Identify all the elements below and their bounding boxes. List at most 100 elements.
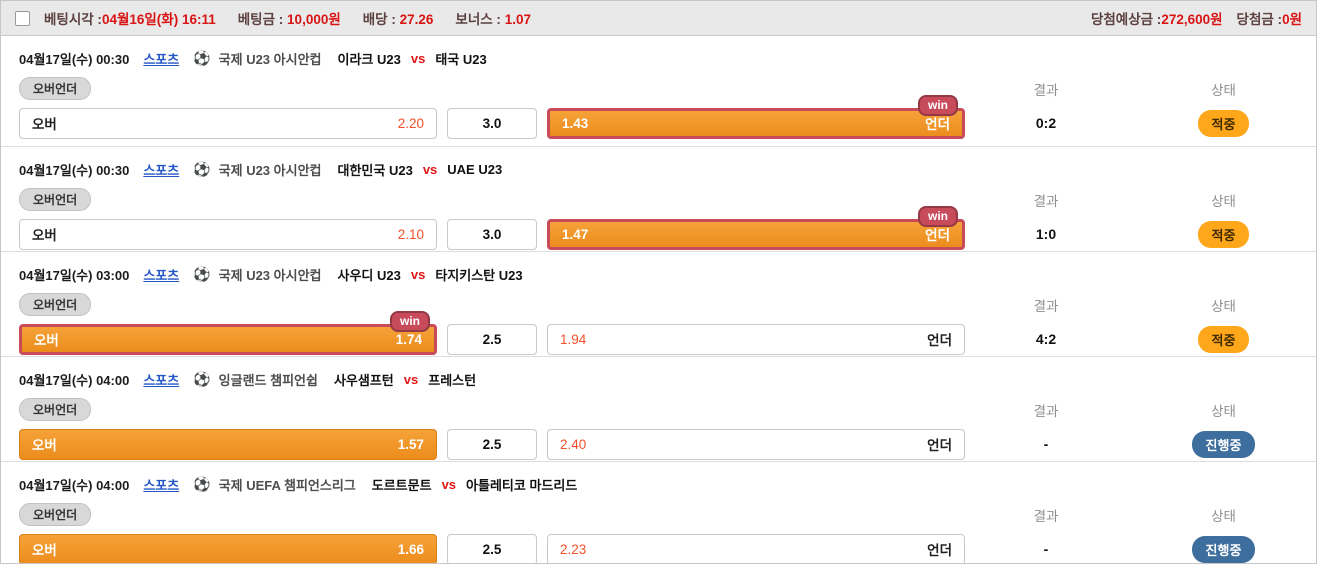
win-badge: win: [918, 94, 958, 116]
match-row: 04월17일(수) 00:30 스포츠 ⚽ 국제 U23 아시안컵 대한민국 U…: [1, 147, 1316, 252]
under-option-button[interactable]: 1.43 언더 win: [547, 94, 965, 139]
status-column-header: 상태: [1211, 509, 1236, 524]
sports-link[interactable]: 스포츠: [143, 478, 180, 493]
line-value: 2.5: [482, 331, 502, 347]
over-odds-value: 1.57: [397, 436, 424, 452]
market-type-tag: 오버언더: [19, 503, 92, 526]
under-option-button[interactable]: 1.94 언더 win: [547, 323, 965, 355]
under-odds-value: 1.94: [560, 331, 587, 347]
over-odds-value: 1.74: [395, 331, 422, 347]
under-option-button[interactable]: 2.23 언더 win: [547, 533, 965, 563]
result-column-header: 결과: [1033, 509, 1059, 524]
status-cell: 적중: [1151, 325, 1296, 353]
total-odds: 배당 : 27.26: [363, 8, 434, 28]
line-value-box[interactable]: 2.5: [447, 323, 537, 355]
under-option-button[interactable]: 1.47 언더 win: [547, 205, 965, 250]
bet-time-value: 04월16일(화) 16:11: [101, 12, 216, 27]
match-result-score: -: [1043, 541, 1049, 557]
bet-options-line: 오버 1.74 win 2.5 1.94 언더 win 4:2 적중: [19, 310, 1316, 355]
line-value-box[interactable]: 2.5: [447, 428, 537, 460]
row-subheader: 오버언더 결과 상태: [1, 188, 1316, 211]
prize-label: 당첨금 :: [1236, 12, 1283, 27]
status-badge: 진행중: [1191, 535, 1256, 563]
expected-prize: 당첨예상금 :272,600원: [1091, 8, 1223, 28]
status-cell: 진행중: [1151, 430, 1296, 458]
row-subheader: 오버언더 결과 상태: [1, 398, 1316, 421]
soccer-ball-icon: ⚽: [193, 161, 211, 177]
prize: 당첨금 :0원: [1237, 8, 1302, 28]
line-value-box[interactable]: 3.0: [447, 218, 537, 250]
away-team: 프레스턴: [428, 373, 477, 388]
win-badge: win: [918, 205, 958, 227]
over-option-label: 오버: [32, 438, 57, 453]
expected-prize-label: 당첨예상금 :: [1090, 12, 1162, 27]
sports-link[interactable]: 스포츠: [143, 52, 180, 67]
bet-time: 베팅시각 :04월16일(화) 16:11: [44, 8, 216, 28]
soccer-ball-icon: ⚽: [193, 371, 211, 387]
market-type-tag: 오버언더: [19, 188, 92, 211]
over-option-button[interactable]: 오버 1.74 win: [19, 310, 437, 355]
soccer-ball-icon: ⚽: [193, 266, 211, 282]
sports-link[interactable]: 스포츠: [143, 268, 180, 283]
result-column-header: 결과: [1033, 194, 1059, 209]
win-badge: win: [390, 310, 430, 332]
sports-link[interactable]: 스포츠: [143, 163, 180, 178]
vs-label: vs: [403, 372, 419, 387]
bet-options-line: 오버 1.57 win 2.5 2.40 언더 win - 진행중: [19, 428, 1316, 460]
line-value: 3.0: [482, 115, 502, 131]
status-badge: 적중: [1197, 220, 1250, 248]
status-cell: 적중: [1151, 109, 1296, 137]
market-type-tag: 오버언더: [19, 293, 92, 316]
home-team: 대한민국 U23: [337, 163, 413, 178]
over-option-button[interactable]: 오버 1.66 win: [19, 533, 437, 563]
status-badge: 적중: [1197, 325, 1250, 353]
away-team: UAE U23: [447, 162, 503, 177]
under-option-label: 언더: [927, 543, 952, 558]
under-option-label: 언더: [925, 117, 950, 132]
total-odds-label: 배당 :: [362, 12, 396, 27]
market-type-tag: 오버언더: [19, 398, 92, 421]
sports-link[interactable]: 스포츠: [143, 373, 180, 388]
over-option-button[interactable]: 오버 1.57 win: [19, 428, 437, 460]
under-option-label: 언더: [927, 438, 952, 453]
under-option-label: 언더: [927, 333, 952, 348]
match-list: 04월17일(수) 00:30 스포츠 ⚽ 국제 U23 아시안컵 이라크 U2…: [1, 36, 1316, 563]
bonus: 보너스 : 1.07: [455, 8, 531, 28]
match-datetime: 04월17일(수) 00:30: [19, 163, 130, 178]
over-option-button[interactable]: 오버 2.20 win: [19, 107, 437, 139]
bet-time-label: 베팅시각 :: [44, 12, 102, 27]
select-bet-checkbox[interactable]: [15, 10, 30, 26]
over-odds-value: 2.10: [397, 226, 424, 242]
vs-label: vs: [410, 51, 426, 66]
match-header: 04월17일(수) 04:00 스포츠 ⚽ 잉글랜드 챔피언쉽 사우샘프턴 vs…: [1, 357, 1316, 389]
match-result-score: 0:2: [1035, 115, 1057, 131]
line-value: 2.5: [482, 541, 502, 557]
result-column-header: 결과: [1033, 404, 1059, 419]
league-name: 국제 U23 아시안컵: [218, 163, 322, 178]
over-option-label: 오버: [32, 543, 57, 558]
under-option-label: 언더: [925, 228, 950, 243]
vs-label: vs: [441, 477, 457, 492]
result-column-header: 결과: [1033, 299, 1059, 314]
bet-amount-value: 10,000원: [287, 12, 341, 27]
over-odds-value: 1.66: [397, 541, 424, 557]
match-datetime: 04월17일(수) 04:00: [19, 478, 130, 493]
under-option-button[interactable]: 2.40 언더 win: [547, 428, 965, 460]
under-odds-value: 2.23: [560, 541, 587, 557]
line-value: 3.0: [482, 226, 502, 242]
over-option-button[interactable]: 오버 2.10 win: [19, 218, 437, 250]
match-row: 04월17일(수) 04:00 스포츠 ⚽ 잉글랜드 챔피언쉽 사우샘프턴 vs…: [1, 357, 1316, 462]
match-header: 04월17일(수) 00:30 스포츠 ⚽ 국제 U23 아시안컵 대한민국 U…: [1, 147, 1316, 179]
status-cell: 적중: [1151, 220, 1296, 248]
status-cell: 진행중: [1151, 535, 1296, 563]
total-odds-value: 27.26: [399, 12, 434, 27]
line-value-box[interactable]: 3.0: [447, 107, 537, 139]
match-result-score: -: [1043, 436, 1049, 452]
home-team: 사우샘프턴: [333, 373, 394, 388]
over-option-label: 오버: [32, 117, 57, 132]
market-type-tag: 오버언더: [19, 77, 92, 100]
match-header: 04월17일(수) 03:00 스포츠 ⚽ 국제 U23 아시안컵 사우디 U2…: [1, 252, 1316, 284]
expected-prize-value: 272,600원: [1161, 12, 1223, 27]
line-value-box[interactable]: 2.5: [447, 533, 537, 563]
vs-label: vs: [422, 162, 438, 177]
